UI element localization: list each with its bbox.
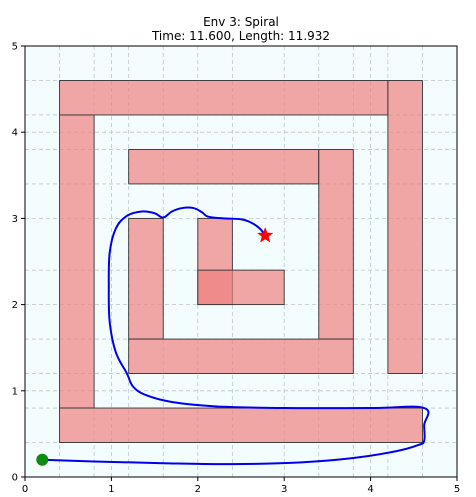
obstacle-rect <box>387 80 423 375</box>
obstacle-rect <box>318 148 354 340</box>
x-tick-label: 2 <box>195 484 201 495</box>
path-line <box>42 206 430 466</box>
chart-title-line1: Env 3: Spiral <box>203 15 279 29</box>
x-tick-label: 4 <box>367 484 373 495</box>
obstacle-rect <box>128 148 320 185</box>
obstacles <box>59 80 423 443</box>
plot-frame <box>24 45 458 478</box>
y-tick-label: 5 <box>12 42 18 53</box>
y-tick-label: 2 <box>12 300 18 311</box>
start-marker <box>36 453 49 466</box>
obstacle-rect <box>59 80 389 116</box>
x-axis: 0 1 2 3 4 5 <box>22 477 460 495</box>
chart-title-line2: Time: 11.600, Length: 11.932 <box>151 29 330 43</box>
obstacle-rect <box>59 114 95 409</box>
obstacle-rect <box>128 217 164 340</box>
obstacle-rect <box>197 269 285 306</box>
y-tick-label: 1 <box>12 386 18 397</box>
x-tick-label: 0 <box>22 484 28 495</box>
x-tick-label: 1 <box>108 484 114 495</box>
goal-star <box>256 226 274 243</box>
y-axis: 0 1 2 3 4 5 <box>12 42 25 484</box>
y-tick-label: 4 <box>12 128 18 139</box>
y-tick-label: 0 <box>12 473 18 484</box>
x-tick-label: 5 <box>454 484 460 495</box>
plot-area <box>25 46 457 477</box>
y-tick-label: 3 <box>12 214 18 225</box>
x-tick-label: 3 <box>281 484 287 495</box>
obstacle-rect <box>128 338 354 375</box>
markers <box>36 226 274 466</box>
obstacle-rect <box>59 407 423 443</box>
path <box>42 206 430 466</box>
